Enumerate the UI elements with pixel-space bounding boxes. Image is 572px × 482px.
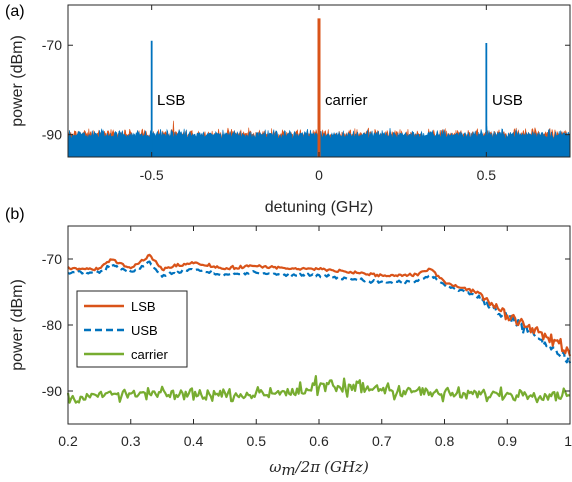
- carrier-trace: [66, 375, 571, 404]
- panel-b-xtick-label: 0.9: [498, 433, 518, 449]
- panel-b-xtick-label: 0.3: [121, 433, 141, 449]
- usb-annotation: USB: [492, 92, 523, 109]
- panel-b-xtick-label: 0.7: [372, 433, 392, 449]
- panel-b-ticks: 0.2 0.3 0.4 0.5 0.6 0.7 0.8 0.9 1 -90 -80 -70: [42, 226, 572, 449]
- panel-b-xtick-label: 0.6: [309, 433, 329, 449]
- legend: LSB USB carrier: [76, 290, 188, 368]
- panel-b-ytick-label: -90: [42, 383, 62, 399]
- panel-b-xtick-label: 0.8: [435, 433, 455, 449]
- xlabel-subscript: m: [281, 461, 295, 479]
- panel-b-xtick-label: 0.2: [58, 433, 78, 449]
- xlabel-omega: ω: [269, 458, 281, 476]
- lsb-trace: [67, 253, 572, 357]
- panel-b-ytick-label: -80: [42, 317, 62, 333]
- panel-b-xtick-label: 1: [564, 433, 572, 449]
- panel-a-ytick-label: -90: [42, 127, 62, 143]
- panel-b-ylabel: power (dBm): [9, 279, 26, 371]
- carrier-annotation: carrier: [325, 92, 368, 109]
- panel-b-ytick-label: -70: [42, 251, 62, 267]
- panel-a-xtick-label: 0.5: [477, 167, 497, 183]
- panel-a-label: (a): [5, 3, 25, 20]
- panel-a-ytick-label: -70: [42, 37, 62, 53]
- panel-a: (a) LSB carrier USB -0.5 0 0.5 -90 -70 detun…: [5, 3, 571, 216]
- xlabel-over-2pi: /2π: [294, 458, 322, 476]
- panel-b-xtick-label: 0.5: [247, 433, 267, 449]
- legend-label-usb: USB: [131, 323, 158, 338]
- panel-a-traces: [67, 18, 571, 158]
- panel-b-traces: [66, 253, 572, 404]
- panel-b-label: (b): [5, 206, 25, 223]
- panel-b-xtick-label: 0.4: [184, 433, 204, 449]
- panel-b-xlabel: ωm/2π (GHz): [269, 458, 369, 479]
- panel-a-xtick-label: 0: [315, 167, 323, 183]
- panel-a-xtick-label: -0.5: [140, 167, 164, 183]
- lsb-annotation: LSB: [157, 92, 185, 109]
- panel-b: (b) 0.2 0.3 0.4 0.5 0.6 0.7 0.8 0.9 1 -90 -80 -70 p…: [5, 206, 572, 479]
- usb-trace: [67, 260, 572, 364]
- xlabel-unit: (GHz): [324, 458, 369, 476]
- panel-a-ticks: -0.5 0 0.5 -90 -70: [42, 5, 570, 183]
- panel-a-ylabel: power (dBm): [9, 35, 26, 127]
- legend-label-carrier: carrier: [131, 347, 169, 362]
- legend-label-lsb: LSB: [131, 299, 156, 314]
- panel-a-xlabel: detuning (GHz): [265, 199, 374, 216]
